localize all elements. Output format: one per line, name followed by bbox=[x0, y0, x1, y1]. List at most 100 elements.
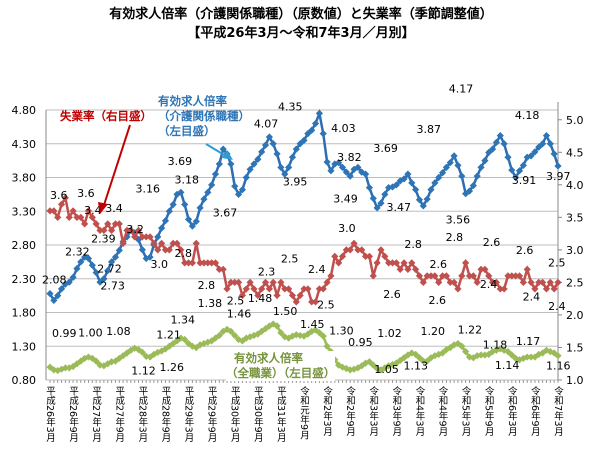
data-point-all-ratio bbox=[250, 331, 258, 340]
data-point-care-ratio bbox=[504, 153, 512, 161]
left-axis-tick-label: 3.80 bbox=[12, 172, 37, 185]
data-point-care-ratio bbox=[335, 159, 343, 167]
data-label-all-ratio: 1.18 bbox=[483, 338, 508, 351]
data-label-care-ratio: 3.97 bbox=[546, 170, 571, 183]
data-point-care-ratio bbox=[404, 170, 412, 178]
data-label-care-ratio: 3.67 bbox=[213, 206, 238, 219]
data-point-unemployment bbox=[361, 252, 370, 260]
data-point-unemployment bbox=[119, 239, 127, 247]
data-point-care-ratio bbox=[288, 153, 297, 161]
data-point-care-ratio bbox=[281, 170, 289, 178]
data-point-care-ratio bbox=[111, 253, 120, 261]
data-point-care-ratio bbox=[465, 187, 474, 195]
data-point-all-ratio bbox=[435, 350, 443, 358]
x-axis-tick-label: 平成27年3月 bbox=[90, 386, 102, 443]
left-axis-tick-label: 4.80 bbox=[12, 104, 37, 117]
data-label-all-ratio: 1.48 bbox=[248, 292, 273, 305]
data-point-all-ratio bbox=[308, 327, 316, 335]
data-point-care-ratio bbox=[296, 140, 304, 148]
data-point-unemployment bbox=[385, 259, 393, 267]
data-label-care-ratio: 3.69 bbox=[373, 142, 398, 155]
arrow-head-icon bbox=[222, 150, 233, 160]
x-axis-tick-label: 令和2年3月 bbox=[321, 386, 333, 437]
data-point-all-ratio bbox=[54, 366, 62, 375]
data-point-unemployment bbox=[327, 272, 335, 280]
data-label-all-ratio: 1.08 bbox=[106, 325, 131, 338]
data-point-unemployment bbox=[396, 265, 404, 273]
data-point-care-ratio bbox=[261, 141, 270, 149]
data-label-unemployment: 2.6 bbox=[516, 244, 534, 257]
data-point-unemployment bbox=[335, 259, 343, 267]
data-point-unemployment bbox=[107, 226, 116, 234]
data-label-unemployment: 3.0 bbox=[338, 222, 356, 235]
data-point-unemployment bbox=[215, 265, 223, 273]
data-point-all-ratio bbox=[369, 361, 377, 369]
data-point-care-ratio bbox=[450, 152, 458, 160]
x-axis-tick-label: 令和元年9月 bbox=[298, 386, 309, 440]
data-point-care-ratio bbox=[512, 173, 520, 182]
data-point-unemployment bbox=[73, 213, 81, 221]
data-point-care-ratio bbox=[200, 195, 208, 203]
left-axis-tick-label: 2.80 bbox=[12, 239, 37, 252]
data-point-unemployment bbox=[542, 285, 551, 293]
data-point-care-ratio bbox=[273, 150, 281, 158]
data-point-care-ratio bbox=[473, 172, 481, 180]
data-point-all-ratio bbox=[469, 354, 477, 362]
data-point-all-ratio bbox=[161, 345, 170, 353]
data-point-unemployment bbox=[319, 285, 327, 293]
data-point-unemployment bbox=[358, 246, 366, 254]
data-label-care-ratio: 3.49 bbox=[333, 192, 358, 205]
data-point-all-ratio bbox=[119, 352, 127, 360]
data-point-unemployment bbox=[365, 252, 374, 260]
data-point-care-ratio bbox=[196, 204, 204, 212]
data-label-all-ratio: 0.95 bbox=[348, 336, 373, 349]
data-point-care-ratio bbox=[107, 258, 116, 266]
data-point-unemployment bbox=[438, 272, 447, 280]
data-label-care-ratio: 3.47 bbox=[386, 201, 411, 214]
data-point-unemployment bbox=[231, 278, 239, 287]
data-point-care-ratio bbox=[211, 170, 220, 178]
data-label-unemployment: 2.5 bbox=[317, 298, 335, 311]
data-point-unemployment bbox=[535, 278, 543, 287]
data-point-care-ratio bbox=[73, 265, 81, 273]
data-point-care-ratio bbox=[350, 165, 358, 173]
data-point-unemployment bbox=[496, 285, 504, 293]
data-point-unemployment bbox=[161, 246, 170, 254]
data-point-all-ratio bbox=[61, 364, 69, 372]
data-point-care-ratio bbox=[204, 188, 212, 196]
data-label-all-ratio: 1.34 bbox=[171, 314, 196, 327]
data-point-care-ratio bbox=[385, 184, 393, 192]
data-label-all-ratio: 0.99 bbox=[52, 327, 77, 340]
data-point-care-ratio bbox=[188, 222, 196, 230]
data-point-care-ratio bbox=[354, 163, 362, 171]
data-point-unemployment bbox=[415, 272, 424, 280]
data-point-all-ratio bbox=[277, 329, 285, 337]
right-axis-tick-label: 3.0 bbox=[566, 244, 584, 257]
data-point-care-ratio bbox=[115, 246, 123, 254]
annotation-care-line2: （介護関係職種） bbox=[158, 109, 250, 123]
data-label-all-ratio: 1.05 bbox=[374, 363, 399, 376]
data-point-unemployment bbox=[450, 278, 458, 287]
data-point-all-ratio bbox=[77, 357, 85, 365]
data-point-care-ratio bbox=[535, 143, 543, 151]
data-point-care-ratio bbox=[400, 175, 408, 183]
data-point-unemployment bbox=[57, 200, 66, 208]
data-point-care-ratio bbox=[146, 253, 154, 261]
data-point-unemployment bbox=[246, 278, 254, 287]
data-point-unemployment bbox=[50, 207, 58, 215]
data-point-all-ratio bbox=[92, 357, 100, 365]
data-point-care-ratio bbox=[527, 152, 535, 160]
data-point-unemployment bbox=[427, 272, 435, 280]
data-point-unemployment bbox=[196, 259, 204, 267]
data-point-all-ratio bbox=[111, 357, 120, 365]
data-label-unemployment: 2.4 bbox=[548, 300, 566, 313]
data-point-care-ratio bbox=[54, 292, 62, 300]
data-point-care-ratio bbox=[319, 130, 327, 138]
data-point-unemployment bbox=[69, 207, 77, 215]
data-point-unemployment bbox=[258, 285, 266, 293]
data-point-unemployment bbox=[388, 259, 397, 267]
data-point-unemployment bbox=[500, 285, 508, 293]
x-axis-tick-label: 平成31年3月 bbox=[274, 386, 286, 443]
data-point-all-ratio bbox=[323, 342, 331, 350]
data-label-all-ratio: 1.21 bbox=[156, 328, 181, 341]
